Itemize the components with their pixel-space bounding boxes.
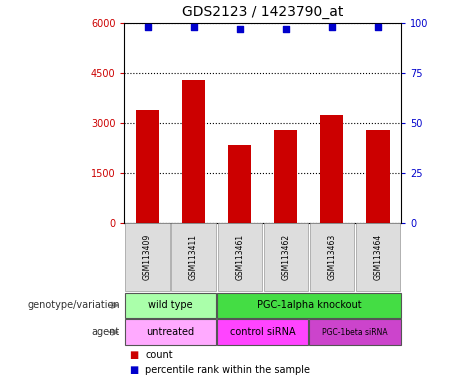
Bar — [274, 129, 297, 223]
Text: wild type: wild type — [148, 300, 193, 310]
Text: control siRNA: control siRNA — [230, 327, 296, 337]
Text: agent: agent — [92, 327, 120, 337]
Point — [236, 26, 243, 32]
Text: PGC-1beta siRNA: PGC-1beta siRNA — [322, 328, 388, 337]
Text: untreated: untreated — [147, 327, 195, 337]
Bar — [136, 109, 159, 223]
Text: percentile rank within the sample: percentile rank within the sample — [145, 365, 310, 375]
Text: GSM113462: GSM113462 — [281, 234, 290, 280]
Bar — [228, 144, 251, 223]
Text: count: count — [145, 350, 173, 360]
Text: PGC-1alpha knockout: PGC-1alpha knockout — [257, 300, 361, 310]
Point — [282, 26, 290, 32]
Text: ■: ■ — [129, 365, 138, 375]
Bar — [182, 79, 205, 223]
Bar — [320, 114, 343, 223]
Text: GSM113464: GSM113464 — [373, 234, 383, 280]
Text: GSM113411: GSM113411 — [189, 234, 198, 280]
Text: GSM113461: GSM113461 — [235, 234, 244, 280]
Point — [374, 24, 382, 30]
Bar — [366, 129, 390, 223]
Text: GSM113409: GSM113409 — [143, 234, 152, 280]
Text: genotype/variation: genotype/variation — [27, 300, 120, 310]
Point — [144, 24, 151, 30]
Text: GSM113463: GSM113463 — [327, 234, 337, 280]
Title: GDS2123 / 1423790_at: GDS2123 / 1423790_at — [182, 5, 343, 19]
Point — [328, 24, 336, 30]
Point — [190, 24, 197, 30]
Text: ■: ■ — [129, 350, 138, 360]
